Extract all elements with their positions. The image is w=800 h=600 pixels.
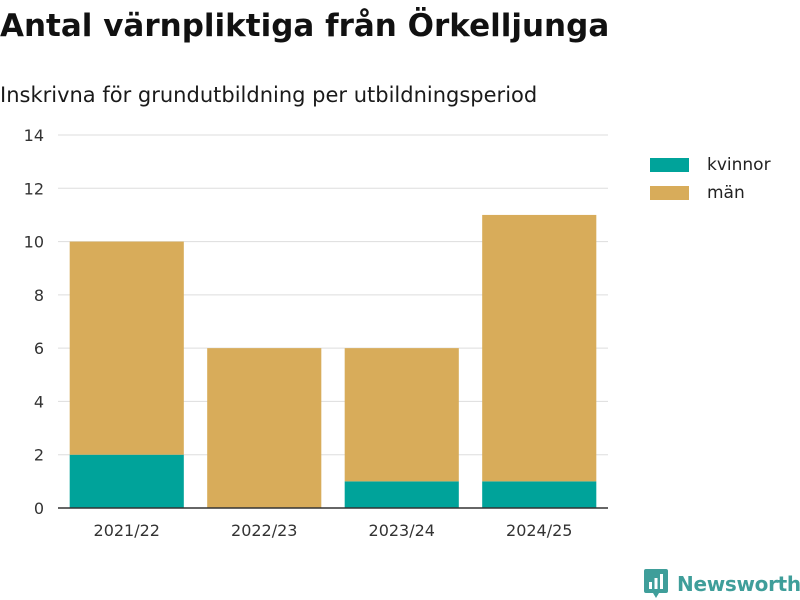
brand-logo: Newsworthy	[644, 569, 800, 599]
y-tick-label: 0	[34, 499, 44, 518]
chart-title: Antal värnpliktiga från Örkelljunga	[0, 8, 610, 44]
legend-swatch-kvinnor	[650, 158, 689, 172]
x-tick-label: 2023/24	[369, 521, 435, 540]
x-tick-label: 2021/22	[94, 521, 160, 540]
bar-kvinnor	[69, 454, 184, 508]
x-tick-label: 2022/23	[231, 521, 297, 540]
y-tick-label: 12	[24, 179, 44, 198]
legend-item-man: män	[650, 179, 771, 207]
bar-man	[69, 241, 184, 455]
y-tick-label: 8	[34, 286, 44, 305]
legend-label-kvinnor: kvinnor	[707, 155, 771, 175]
brand-name: Newsworthy	[677, 572, 800, 596]
bar-man	[482, 214, 597, 482]
chart-subtitle: Inskrivna för grundutbildning per utbild…	[0, 83, 538, 107]
y-tick-label: 14	[24, 126, 44, 145]
legend-swatch-man	[650, 186, 689, 200]
legend-label-man: män	[707, 183, 745, 203]
bar-kvinnor	[482, 481, 597, 508]
legend-item-kvinnor: kvinnor	[650, 151, 771, 179]
bar-man	[344, 348, 459, 482]
bar-kvinnor	[344, 481, 459, 508]
y-tick-label: 4	[34, 392, 44, 411]
bar-man	[207, 348, 322, 508]
y-tick-label: 10	[24, 233, 44, 252]
y-tick-label: 2	[34, 446, 44, 465]
newsworthy-logo-icon	[644, 569, 668, 598]
legend: kvinnor män	[650, 151, 771, 207]
y-tick-label: 6	[34, 339, 44, 358]
x-tick-label: 2024/25	[506, 521, 572, 540]
